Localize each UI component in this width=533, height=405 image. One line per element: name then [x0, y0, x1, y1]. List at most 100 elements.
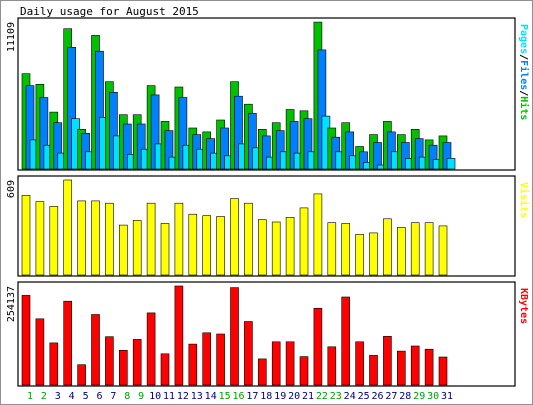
- x-tick-label: 30: [427, 391, 439, 402]
- visits-axis-label-part: Visits: [518, 182, 530, 218]
- visits-bar: [202, 215, 211, 276]
- kbytes-bar: [341, 296, 351, 386]
- kbytes-bar: [21, 295, 31, 386]
- x-tick-label: 15: [219, 391, 231, 402]
- visits-bar: [146, 202, 156, 276]
- x-tick-label: 8: [124, 391, 130, 402]
- visits-bar: [174, 202, 184, 276]
- x-tick-label: 12: [177, 391, 189, 402]
- x-tick-label: 16: [232, 391, 244, 402]
- visits-bar: [299, 207, 309, 276]
- x-tick-label: 20: [288, 391, 300, 402]
- kbytes-bar: [383, 335, 392, 386]
- visits-bar: [21, 195, 31, 276]
- kbytes-bar: [132, 339, 142, 386]
- x-tick-label: 11: [163, 391, 175, 402]
- hits-panel: 11109 Pages/Files/Hits: [6, 17, 530, 171]
- x-tick-label: 17: [246, 391, 258, 402]
- kbytes-bar: [257, 358, 267, 386]
- x-tick-label: 1: [27, 391, 33, 402]
- kbytes-bar: [271, 341, 281, 386]
- visits-bar: [327, 222, 337, 276]
- x-tick-label: 31: [441, 391, 453, 402]
- kbytes-bar: [63, 300, 73, 386]
- kbytes-panel: 254137 KBytes: [6, 281, 529, 387]
- hits-axis-label-part: Pages: [518, 24, 529, 54]
- kbytes-bar: [410, 345, 420, 386]
- visits-bar: [119, 224, 128, 276]
- x-tick-label: 3: [55, 391, 61, 402]
- kbytes-bar: [77, 364, 86, 386]
- x-tick-label: 29: [413, 391, 425, 402]
- kbytes-axis-label: KBytes: [518, 288, 529, 324]
- visits-bar: [77, 200, 86, 276]
- kbytes-bar: [49, 342, 59, 386]
- kbytes-max-label: 254137: [6, 286, 17, 322]
- kbytes-bar: [35, 318, 45, 386]
- kbytes-bar: [202, 332, 211, 386]
- kbytes-bar: [174, 285, 184, 386]
- visits-bar: [105, 202, 114, 276]
- kbytes-bar: [396, 350, 406, 386]
- x-tick-label: 14: [205, 391, 217, 402]
- kbytes-bar: [424, 348, 434, 386]
- kbytes-bar: [313, 307, 323, 386]
- kbytes-bar: [119, 349, 128, 386]
- kbytes-bar: [438, 356, 448, 386]
- visits-bar: [341, 223, 351, 276]
- hits-max-label: 11109: [6, 22, 17, 52]
- kbytes-bar: [327, 346, 337, 386]
- visits-bar: [355, 234, 364, 276]
- visits-bar: [369, 232, 378, 276]
- kbytes-bar: [230, 287, 239, 386]
- x-tick-label: 23: [330, 391, 342, 402]
- visits-bar: [438, 225, 448, 276]
- visits-bar: [285, 217, 295, 276]
- visits-bar: [313, 193, 323, 276]
- visits-bar: [396, 227, 406, 276]
- visits-bar: [244, 202, 253, 276]
- x-tick-label: 10: [149, 391, 161, 402]
- visits-bar: [410, 222, 420, 276]
- x-axis-labels: 1 2 3 4 5 6 7 8 9 10 11 12 13 14 15 16 17 18 19 20 21 22 23 24 2…: [27, 391, 453, 402]
- x-tick-label: 5: [83, 391, 89, 402]
- x-tick-label: 7: [110, 391, 116, 402]
- kbytes-bar: [146, 312, 156, 386]
- kbytes-bar: [216, 333, 225, 386]
- hits-axis-label-part: Files: [518, 60, 530, 90]
- kbytes-bar: [369, 355, 378, 386]
- x-tick-label: 22: [316, 391, 328, 402]
- hits-axis-label: Pages/Files/Hits: [518, 24, 530, 120]
- x-tick-label: 26: [371, 391, 383, 402]
- x-tick-label: 2: [41, 391, 47, 402]
- visits-axis-label: Visits: [518, 182, 530, 218]
- kbytes-bar: [285, 341, 295, 386]
- kbytes-axis-label-part: KBytes: [518, 288, 529, 324]
- x-tick-label: 6: [96, 391, 102, 402]
- chart-title: Daily usage for August 2015: [20, 5, 199, 18]
- x-tick-label: 27: [385, 391, 397, 402]
- pages-bar: [446, 158, 456, 170]
- x-tick-label: 25: [358, 391, 370, 402]
- visits-panel: 609 Visits: [6, 175, 530, 277]
- x-tick-label: 19: [274, 391, 286, 402]
- visits-bar: [49, 206, 59, 276]
- x-tick-label: 24: [344, 391, 356, 402]
- visits-bar: [35, 201, 45, 276]
- x-tick-label: 13: [191, 391, 203, 402]
- visits-bar: [132, 220, 142, 276]
- x-tick-label: 28: [399, 391, 411, 402]
- x-tick-label: 4: [69, 391, 75, 402]
- visits-max-label: 609: [6, 180, 17, 198]
- kbytes-bar: [299, 356, 309, 386]
- visits-bar: [91, 200, 100, 276]
- kbytes-bar: [105, 336, 114, 386]
- chart-panels: 11109 Pages/Files/Hits 609 Visits 254137 KByt…: [6, 17, 530, 387]
- kbytes-bar: [188, 343, 198, 386]
- visits-bar: [257, 219, 267, 276]
- x-tick-label: 9: [138, 391, 144, 402]
- visits-bar: [216, 216, 225, 276]
- visits-bar: [271, 221, 281, 276]
- hits-axis-label-part: /: [518, 54, 529, 60]
